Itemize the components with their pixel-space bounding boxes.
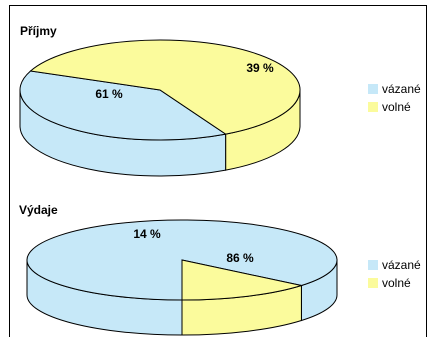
legend-label-income-free: volné (382, 100, 411, 114)
legend-item-expenses-bound: vázané (368, 256, 421, 274)
legend-item-expenses-free: volné (368, 274, 421, 292)
legend-income: vázané volné (368, 80, 421, 116)
legend-expenses: vázané volné (368, 256, 421, 292)
pie-0-slice-vázané (19, 70, 228, 141)
legend-label-income-bound: vázané (382, 82, 421, 96)
chart-title-income: Příjmy (20, 24, 57, 38)
pie-0-slice-volné (29, 39, 301, 135)
legend-label-expenses-free: volné (382, 276, 411, 290)
chart-title-expenses: Výdaje (19, 203, 58, 217)
legend-item-income-free: volné (368, 98, 421, 116)
legend-swatch-income-free (368, 102, 378, 112)
pie-1-slice-volné (181, 259, 304, 301)
legend-swatch-expenses-free (368, 278, 378, 288)
pie-1-value-label-0: 86 % (226, 251, 254, 265)
pie-1-value-label-1: 14 % (133, 227, 161, 241)
legend-swatch-income-bound (368, 84, 378, 94)
legend-item-income-bound: vázané (368, 80, 421, 98)
pie-0-value-label-0: 39 % (246, 61, 274, 75)
pie-0-value-label-1: 61 % (95, 87, 123, 101)
legend-label-expenses-bound: vázané (382, 258, 421, 272)
legend-swatch-expenses-bound (368, 260, 378, 270)
